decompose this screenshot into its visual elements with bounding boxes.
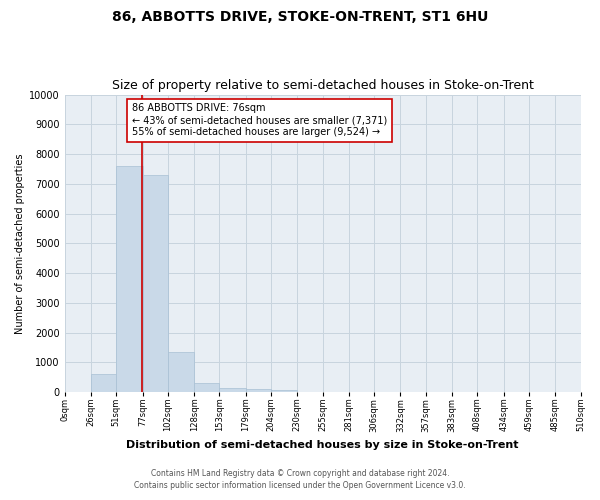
- X-axis label: Distribution of semi-detached houses by size in Stoke-on-Trent: Distribution of semi-detached houses by …: [127, 440, 519, 450]
- Text: 86, ABBOTTS DRIVE, STOKE-ON-TRENT, ST1 6HU: 86, ABBOTTS DRIVE, STOKE-ON-TRENT, ST1 6…: [112, 10, 488, 24]
- Bar: [246, 389, 271, 392]
- Bar: [194, 383, 220, 392]
- Bar: [116, 166, 143, 392]
- Text: 86 ABBOTTS DRIVE: 76sqm
← 43% of semi-detached houses are smaller (7,371)
55% of: 86 ABBOTTS DRIVE: 76sqm ← 43% of semi-de…: [132, 104, 387, 136]
- Bar: [220, 388, 246, 392]
- Bar: [91, 374, 116, 392]
- Title: Size of property relative to semi-detached houses in Stoke-on-Trent: Size of property relative to semi-detach…: [112, 79, 533, 92]
- Text: Contains HM Land Registry data © Crown copyright and database right 2024.
Contai: Contains HM Land Registry data © Crown c…: [134, 468, 466, 490]
- Bar: [143, 175, 168, 392]
- Bar: [168, 352, 194, 392]
- Y-axis label: Number of semi-detached properties: Number of semi-detached properties: [15, 153, 25, 334]
- Bar: [271, 390, 297, 392]
